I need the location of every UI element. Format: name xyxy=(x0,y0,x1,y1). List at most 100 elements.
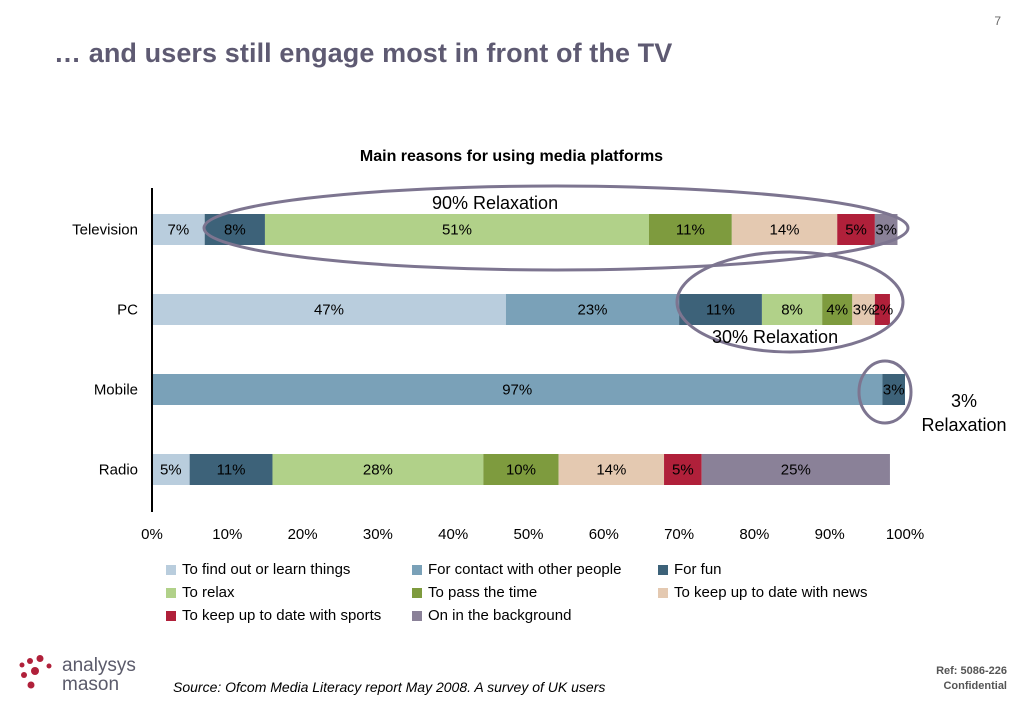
legend-item: On in the background xyxy=(412,607,571,624)
data-label: 5% xyxy=(160,462,182,479)
bar-segment xyxy=(152,214,205,245)
category-label: Television xyxy=(72,222,138,239)
bar-segment xyxy=(648,214,732,245)
reference-block: Ref: 5086-226 Confidential xyxy=(936,664,1007,694)
logo-line2: mason xyxy=(62,674,120,695)
data-label: 11% xyxy=(217,462,246,479)
legend-item: To keep up to date with news xyxy=(658,584,867,601)
x-tick-label: 100% xyxy=(886,526,924,543)
bar-segment xyxy=(664,454,702,485)
data-label: 3% xyxy=(875,222,897,239)
annotation-mobile: 3% Relaxation xyxy=(921,391,1007,435)
legend-item: To relax xyxy=(166,584,235,601)
legend-label: On in the background xyxy=(428,607,572,624)
data-label: 3% xyxy=(883,382,905,399)
bar-segment xyxy=(152,454,190,485)
data-label: 25% xyxy=(781,462,811,479)
legend-label: To keep up to date with sports xyxy=(182,607,382,624)
legend-label: To find out or learn things xyxy=(182,561,351,578)
annotation-ellipse-pc xyxy=(675,250,905,354)
bar-segment xyxy=(679,294,762,325)
annotation-television: 90% Relaxation xyxy=(432,193,559,213)
bar-segment xyxy=(822,294,853,325)
legend-swatch xyxy=(412,587,422,598)
bar-segment xyxy=(505,294,680,325)
bar-segment xyxy=(882,374,905,405)
bar-segment xyxy=(874,294,890,325)
legend-swatch xyxy=(412,610,422,621)
data-label: 7% xyxy=(168,222,190,239)
legend-item: For contact with other people xyxy=(412,561,621,578)
data-label: 11% xyxy=(676,222,705,239)
bar-segment xyxy=(483,454,559,485)
legend-label: For fun xyxy=(674,561,722,578)
reference-number: Ref: 5086-226 xyxy=(936,665,1007,677)
x-tick-label: 0% xyxy=(141,526,163,543)
x-tick-label: 80% xyxy=(739,526,769,543)
bar-segment xyxy=(264,214,649,245)
legend-label: To relax xyxy=(182,584,235,601)
bar-segment xyxy=(837,214,875,245)
data-label: 5% xyxy=(672,462,694,479)
x-tick-label: 20% xyxy=(288,526,318,543)
legend-swatch xyxy=(166,587,176,598)
bar-segment xyxy=(731,214,838,245)
source-note: Source: Ofcom Media Literacy report May … xyxy=(173,679,606,695)
analysys-mason-logo: analysys mason xyxy=(18,655,158,695)
data-label: 28% xyxy=(363,462,393,479)
bar-segment xyxy=(701,454,890,485)
annotation-pc: 30% Relaxation xyxy=(712,327,839,347)
category-label: PC xyxy=(117,302,138,319)
data-label: 2% xyxy=(872,302,894,319)
bar-segment xyxy=(189,454,273,485)
data-label: 97% xyxy=(502,382,532,399)
x-tick-label: 50% xyxy=(513,526,543,543)
legend-label: For contact with other people xyxy=(428,561,622,578)
bar-segment xyxy=(272,454,484,485)
legend-label: To pass the time xyxy=(428,584,538,601)
x-tick-label: 90% xyxy=(815,526,845,543)
annotation-ellipse-television xyxy=(202,184,910,272)
bar-segment xyxy=(152,294,506,325)
x-tick-label: 10% xyxy=(212,526,242,543)
logo-dots-icon xyxy=(19,655,52,689)
data-label: 8% xyxy=(781,302,803,319)
category-label: Radio xyxy=(99,462,138,479)
legend-item: To pass the time xyxy=(412,584,537,601)
data-label: 10% xyxy=(506,462,536,479)
data-label: 4% xyxy=(826,302,848,319)
category-label: Mobile xyxy=(94,382,138,399)
legend-swatch xyxy=(658,564,668,575)
legend-swatch xyxy=(166,610,176,621)
x-tick-label: 70% xyxy=(664,526,694,543)
legend-item: To find out or learn things xyxy=(166,561,350,578)
data-label: 5% xyxy=(845,222,867,239)
x-tick-label: 40% xyxy=(438,526,468,543)
chart-title: Main reasons for using media platforms xyxy=(359,148,664,165)
legend-swatch xyxy=(412,564,422,575)
data-label: 14% xyxy=(596,462,626,479)
data-label: 3% xyxy=(853,302,875,319)
data-label: 51% xyxy=(442,222,472,239)
confidential-label: Confidential xyxy=(943,680,1007,692)
annotation-ellipse-mobile xyxy=(857,359,913,425)
bar-segment xyxy=(852,294,875,325)
x-tick-label: 30% xyxy=(363,526,393,543)
legend-swatch xyxy=(166,564,176,575)
legend-swatch xyxy=(658,587,668,598)
bar-segment xyxy=(761,294,823,325)
legend-label: To keep up to date with news xyxy=(674,584,868,601)
data-label: 8% xyxy=(224,222,246,239)
bar-segment xyxy=(152,374,883,405)
page-number: 7 xyxy=(994,14,1001,28)
x-tick-label: 60% xyxy=(589,526,619,543)
data-label: 11% xyxy=(706,302,735,319)
bar-segment xyxy=(558,454,665,485)
logo-line1: analysys xyxy=(62,655,136,676)
data-label: 14% xyxy=(770,222,800,239)
logo-text: analysys mason xyxy=(62,656,136,694)
data-label: 47% xyxy=(314,302,344,319)
data-label: 23% xyxy=(577,302,607,319)
bar-segment xyxy=(874,214,898,245)
